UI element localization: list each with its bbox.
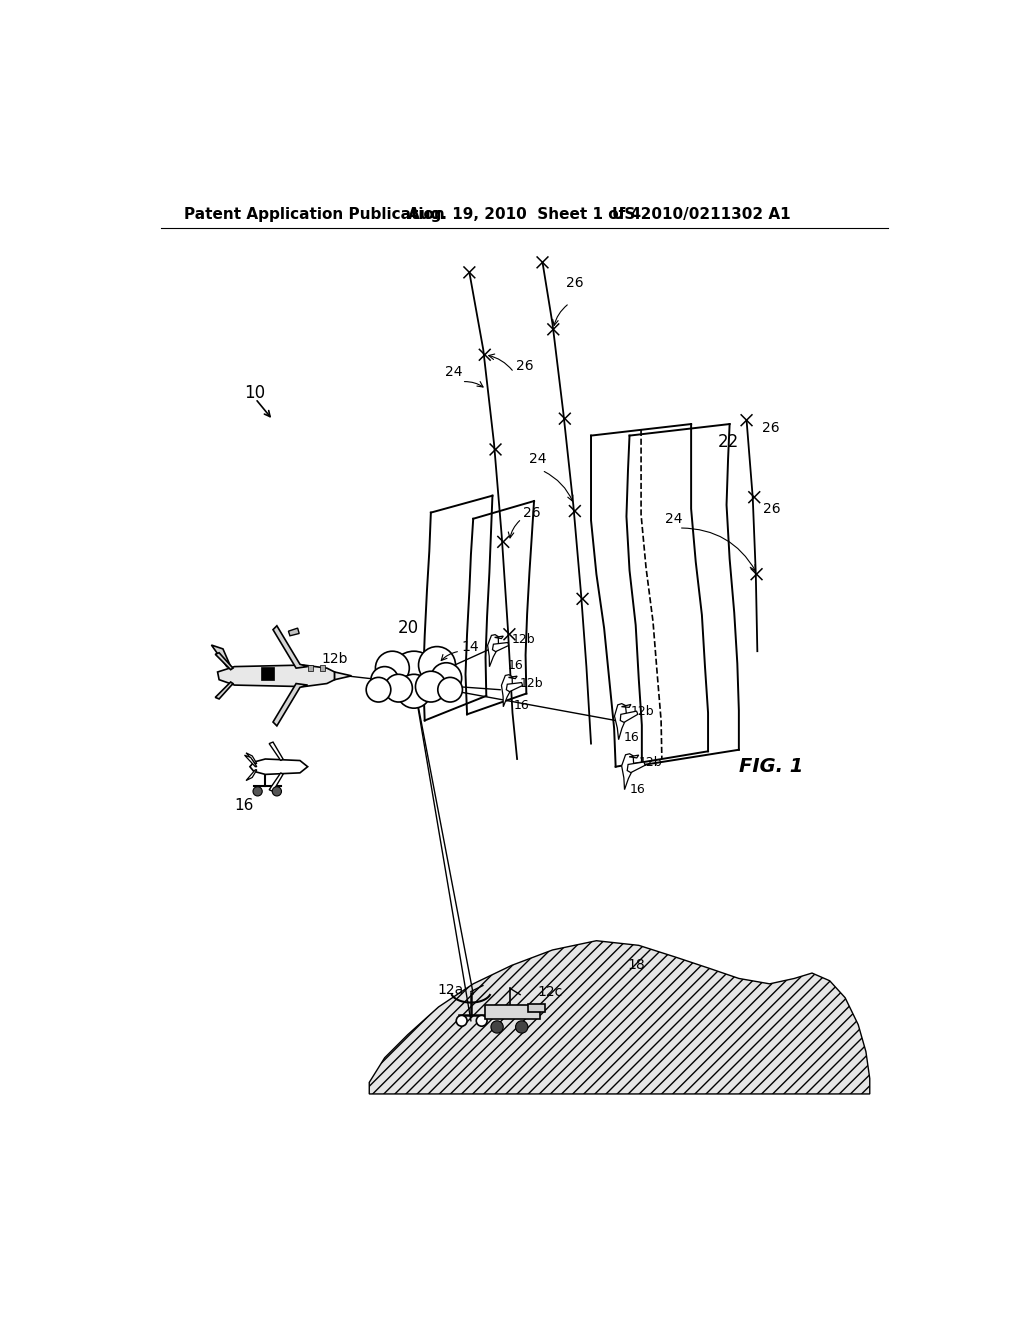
- Circle shape: [391, 651, 437, 697]
- Text: 10: 10: [245, 384, 265, 403]
- Text: 24: 24: [529, 451, 547, 466]
- Text: US 2010/0211302 A1: US 2010/0211302 A1: [611, 207, 791, 222]
- Polygon shape: [250, 759, 307, 775]
- Polygon shape: [370, 941, 869, 1094]
- Circle shape: [272, 787, 282, 796]
- Polygon shape: [628, 762, 645, 772]
- Polygon shape: [215, 653, 233, 669]
- Text: 12b: 12b: [512, 634, 536, 647]
- Circle shape: [476, 1015, 487, 1026]
- Text: 26: 26: [523, 506, 541, 520]
- Circle shape: [416, 672, 446, 702]
- Circle shape: [253, 787, 262, 796]
- Bar: [528, 1005, 545, 1011]
- Text: 26: 26: [515, 359, 534, 374]
- Text: 26: 26: [764, 502, 781, 516]
- Text: 12b: 12b: [519, 677, 543, 690]
- Polygon shape: [217, 665, 335, 686]
- Polygon shape: [335, 672, 351, 680]
- Bar: [261, 667, 273, 681]
- Polygon shape: [289, 628, 299, 636]
- Text: 14: 14: [462, 640, 479, 655]
- Polygon shape: [493, 643, 509, 652]
- Bar: [319, 665, 325, 671]
- Polygon shape: [211, 645, 230, 667]
- Polygon shape: [614, 704, 627, 739]
- Polygon shape: [269, 774, 283, 792]
- Circle shape: [431, 663, 462, 693]
- Polygon shape: [622, 705, 631, 708]
- Text: 12c: 12c: [538, 985, 562, 998]
- Polygon shape: [621, 711, 638, 722]
- Text: 16: 16: [624, 731, 639, 744]
- Bar: [484, 1006, 541, 1019]
- Text: 16: 16: [630, 783, 645, 796]
- Text: FIG. 1: FIG. 1: [739, 758, 803, 776]
- Circle shape: [490, 1020, 503, 1034]
- Text: 26: 26: [565, 276, 584, 290]
- Text: 16: 16: [508, 659, 523, 672]
- Polygon shape: [273, 684, 307, 726]
- Polygon shape: [506, 682, 522, 692]
- Polygon shape: [495, 636, 504, 639]
- Polygon shape: [273, 626, 307, 668]
- Text: 22: 22: [717, 433, 738, 450]
- Text: NETWORK: NETWORK: [382, 675, 445, 684]
- Text: 18: 18: [628, 958, 645, 973]
- Polygon shape: [622, 754, 634, 789]
- Bar: [308, 665, 313, 671]
- Text: 12a: 12a: [437, 983, 463, 997]
- Polygon shape: [246, 770, 257, 780]
- Text: 16: 16: [514, 698, 529, 711]
- Text: 12b: 12b: [631, 705, 654, 718]
- Polygon shape: [215, 682, 233, 700]
- Text: 26: 26: [762, 421, 779, 434]
- Circle shape: [376, 651, 410, 685]
- Text: 16: 16: [234, 797, 254, 813]
- Text: 24: 24: [665, 512, 682, 525]
- Polygon shape: [487, 635, 499, 667]
- Polygon shape: [245, 755, 257, 767]
- Text: 24: 24: [444, 366, 462, 379]
- Polygon shape: [269, 742, 283, 760]
- Circle shape: [397, 675, 431, 708]
- Text: 20: 20: [397, 619, 419, 638]
- Polygon shape: [246, 752, 257, 763]
- Circle shape: [367, 677, 391, 702]
- Polygon shape: [629, 755, 639, 758]
- Text: Aug. 19, 2010  Sheet 1 of 4: Aug. 19, 2010 Sheet 1 of 4: [408, 207, 641, 222]
- Polygon shape: [509, 676, 517, 678]
- Circle shape: [457, 1015, 467, 1026]
- Text: 12b: 12b: [639, 756, 663, 770]
- Text: Patent Application Publication: Patent Application Publication: [184, 207, 445, 222]
- Text: 12b: 12b: [322, 652, 348, 665]
- Circle shape: [438, 677, 463, 702]
- Circle shape: [515, 1020, 528, 1034]
- Circle shape: [419, 647, 456, 684]
- Polygon shape: [502, 675, 512, 706]
- Circle shape: [385, 675, 413, 702]
- Circle shape: [371, 667, 398, 694]
